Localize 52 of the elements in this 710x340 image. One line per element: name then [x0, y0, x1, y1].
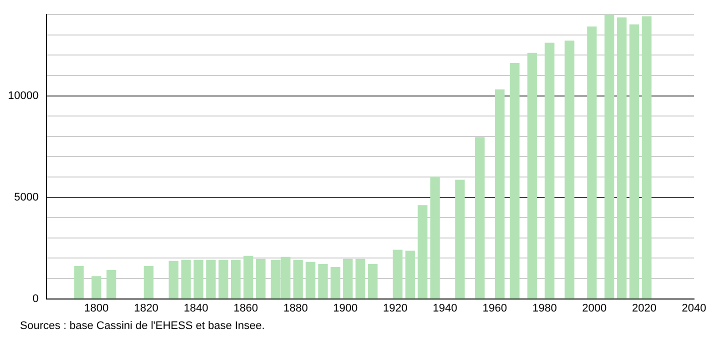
x-tick-label: 1880	[283, 302, 308, 314]
bar	[604, 14, 614, 299]
bar	[168, 260, 178, 299]
x-tick-label: 1960	[482, 302, 508, 314]
bar	[181, 260, 191, 299]
bar	[368, 264, 378, 299]
bar	[356, 258, 366, 299]
bar	[256, 258, 266, 299]
bar	[418, 205, 428, 299]
bar	[206, 260, 216, 299]
y-tick-label: 0	[32, 292, 39, 305]
bar	[74, 266, 84, 299]
bar	[430, 176, 440, 299]
x-tick-label: 1800	[84, 302, 109, 314]
x-tick-label: 1860	[234, 302, 258, 314]
y-tick-label: 10000	[8, 90, 39, 102]
bar	[330, 267, 340, 299]
bar	[629, 24, 640, 299]
bar	[92, 276, 102, 299]
x-tick-label: 2040	[682, 302, 706, 314]
x-tick-label: 2000	[582, 302, 607, 314]
x-tick-label: 1840	[184, 302, 208, 314]
y-tick-label: 5000	[14, 191, 39, 204]
bar	[306, 262, 316, 299]
bar	[392, 250, 403, 299]
bar	[293, 260, 303, 299]
bar	[527, 52, 537, 299]
bar	[475, 137, 485, 299]
x-tick-label: 1980	[532, 302, 557, 314]
bar	[494, 89, 505, 299]
x-tick-label: 1940	[432, 302, 458, 314]
bar	[343, 258, 353, 299]
x-tick-label: 1920	[382, 302, 408, 314]
bar	[218, 260, 228, 299]
bar	[616, 17, 627, 299]
x-tick-label: 2020	[632, 302, 656, 314]
bar	[510, 62, 520, 299]
bar	[194, 260, 204, 299]
bar	[144, 266, 154, 299]
source-note: Sources : base Cassini de l'EHESS et base Insee.	[20, 320, 265, 332]
bar	[106, 270, 116, 299]
bar	[564, 40, 574, 299]
bar	[455, 180, 465, 299]
bar	[405, 250, 415, 299]
bar	[231, 260, 241, 299]
bar	[544, 42, 554, 299]
x-tick-label: 1820	[134, 302, 158, 314]
bar	[243, 256, 254, 299]
bar	[642, 16, 652, 299]
bar	[587, 26, 597, 299]
x-tick-label: 1900	[333, 302, 358, 314]
bar	[318, 264, 328, 299]
